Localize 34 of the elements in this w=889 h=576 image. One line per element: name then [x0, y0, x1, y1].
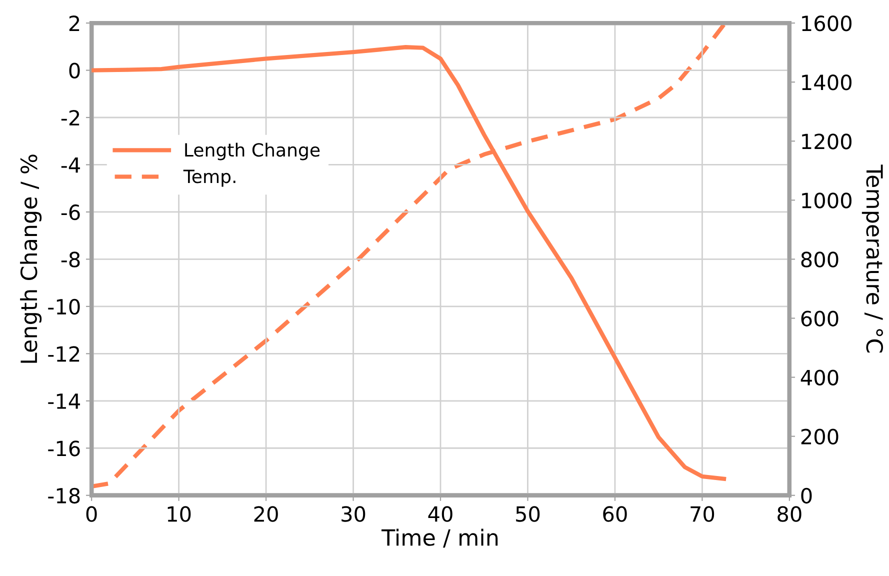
- y-tick-label: -6: [61, 204, 80, 220]
- y2-tick-label: 400: [800, 370, 838, 386]
- x-tick-label: 50: [516, 506, 540, 522]
- x-tick-label: 0: [86, 506, 97, 522]
- legend-label: Length Change: [185, 142, 320, 160]
- y2-tick-label: 200: [801, 428, 838, 445]
- y-tick-label: -8: [61, 252, 80, 268]
- x-tick-label: 70: [690, 506, 714, 522]
- x-tick-label: 60: [603, 506, 627, 522]
- y2-tick-label: 1200: [802, 134, 852, 150]
- y-tick-label: 0: [69, 62, 80, 78]
- x-axis-title: Time / min: [381, 528, 498, 548]
- y-tick-label: -2: [61, 110, 80, 126]
- y-tick-label: -10: [48, 298, 80, 315]
- y2-tick-label: 0: [801, 488, 812, 504]
- y-tick-label: -4: [61, 157, 80, 173]
- y2-tick-label: 600: [801, 310, 838, 326]
- x-tick-label: 30: [342, 506, 366, 522]
- y-axis-title: Length Change / %: [20, 154, 42, 363]
- y2-tick-label: 1000: [802, 192, 852, 208]
- y2-tick-label: 800: [801, 252, 838, 268]
- x-tick-label: 20: [254, 506, 278, 522]
- y-tick-label: -18: [48, 488, 80, 504]
- y-tick-label: 2: [69, 15, 80, 31]
- x-tick-label: 10: [168, 506, 191, 522]
- legend-label: Temp.: [183, 170, 236, 187]
- y2-axis-title: Temperature / °C: [862, 164, 884, 352]
- x-tick-label: 80: [778, 506, 802, 522]
- x-tick-label: 40: [428, 506, 452, 522]
- y-tick-label: -14: [48, 394, 80, 409]
- y-tick-label: -12: [48, 346, 80, 362]
- y2-tick-label: 1600: [802, 15, 852, 32]
- y-tick-label: -16: [48, 440, 80, 456]
- y2-tick-label: 1400: [802, 74, 852, 90]
